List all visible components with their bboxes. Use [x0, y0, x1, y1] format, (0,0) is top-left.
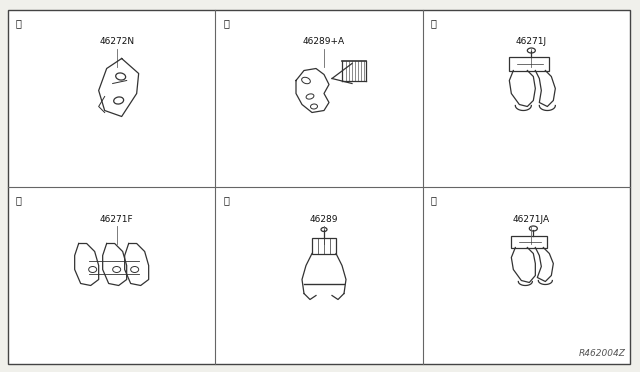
Text: Ⓕ: Ⓕ — [431, 195, 436, 205]
Text: 46271F: 46271F — [100, 215, 134, 224]
Text: Ⓐ: Ⓐ — [16, 18, 22, 28]
Text: Ⓒ: Ⓒ — [431, 18, 436, 28]
Text: Ⓔ: Ⓔ — [223, 195, 229, 205]
Text: Ⓑ: Ⓑ — [223, 18, 229, 28]
Text: 46272N: 46272N — [99, 38, 134, 46]
FancyBboxPatch shape — [8, 10, 630, 364]
Text: 46271JA: 46271JA — [513, 215, 550, 224]
Text: 46289: 46289 — [310, 215, 339, 224]
Text: 46289+A: 46289+A — [303, 38, 345, 46]
Text: R462004Z: R462004Z — [579, 349, 626, 358]
Text: Ⓓ: Ⓓ — [16, 195, 22, 205]
Text: 46271J: 46271J — [516, 38, 547, 46]
